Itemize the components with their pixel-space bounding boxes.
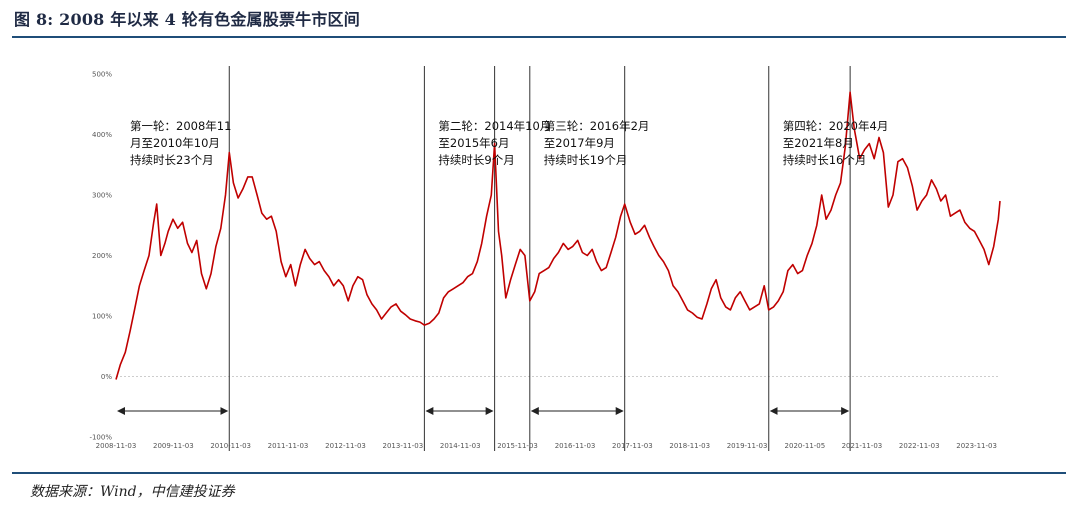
y-tick-label: 0%: [101, 373, 112, 381]
figure-title: 图 8: 2008 年以来 4 轮有色金属股票牛市区间: [14, 10, 360, 29]
annotations: 第一轮：2008年11 月至2010年10月持续时长23个月 第二轮：2014年10…: [130, 119, 888, 167]
x-tick-label: 2009-11-03: [153, 442, 194, 450]
x-tick-label: 2017-11-03: [612, 442, 653, 450]
x-tick-label: 2022-11-03: [899, 442, 940, 450]
x-tick-label: 2013-11-03: [383, 442, 424, 450]
y-tick-label: 300%: [92, 192, 112, 200]
bull-market-label: 第四轮：2020年4月至2021年8月持续时长16个月: [783, 119, 889, 167]
x-tick-label: 2019-11-03: [727, 442, 768, 450]
series-layer: [115, 91, 1001, 380]
y-tick-label: 100%: [92, 313, 112, 321]
bottom-rule: [12, 472, 1066, 474]
y-tick-label: 500%: [92, 71, 112, 79]
bull-market-label-line: 第一轮：2008年11: [130, 119, 231, 133]
bull-market-label: 第二轮：2014年10月至2015年6月持续时长9个月: [438, 119, 551, 167]
x-tick-label: 2014-11-03: [440, 442, 481, 450]
bull-market-label-line: 第二轮：2014年10月: [438, 119, 551, 133]
x-axis-ticks: 2008-11-03 2009-11-03 2010-11-03 2011-11-03…: [96, 442, 997, 450]
bull-market-label-line: 持续时长19个月: [544, 153, 628, 167]
bull-market-label-line: 至2021年8月: [783, 136, 854, 150]
y-tick-label: 400%: [92, 131, 112, 139]
x-tick-label: 2011-11-03: [268, 442, 309, 450]
bull-market-label-line: 至2017年9月: [544, 136, 615, 150]
top-rule: [12, 36, 1066, 38]
x-tick-label: 2020-11-05: [785, 442, 826, 450]
x-tick-label: 2021-11-03: [842, 442, 883, 450]
y-tick-label: -100%: [89, 434, 112, 442]
x-tick-label: 2008-11-03: [96, 442, 137, 450]
bull-market-label-line: 持续时长9个月: [438, 153, 514, 167]
y-axis-ticks: -100% 0% 100% 200% 300% 400% 500%: [89, 71, 112, 442]
x-tick-label: 2016-11-03: [555, 442, 596, 450]
bull-market-label-line: 持续时长16个月: [783, 153, 867, 167]
bull-market-boundaries: [228, 66, 851, 451]
x-tick-label: 2023-11-03: [956, 442, 997, 450]
bull-market-label-line: 月至2010年10月: [130, 136, 220, 150]
bull-market-label: 第一轮：2008年11 月至2010年10月持续时长23个月: [130, 119, 231, 167]
x-tick-label: 2018-11-03: [669, 442, 710, 450]
bull-market-label-line: 第四轮：2020年4月: [783, 119, 889, 133]
x-tick-label: 2015-11-03: [497, 442, 538, 450]
data-source: 数据来源：Wind，中信建投证券: [30, 484, 235, 500]
bull-market-label-line: 第三轮：2016年2月: [544, 119, 650, 133]
y-tick-label: 200%: [92, 252, 112, 260]
bull-market-label-line: 至2015年6月: [438, 136, 509, 150]
bull-market-label: 第三轮：2016年2月至2017年9月持续时长19个月: [544, 119, 650, 167]
bull-market-line-chart: -100%0%100%200%300%400%500% 2008-11-03 20…: [89, 66, 1001, 451]
x-tick-label: 2012-11-03: [325, 442, 366, 450]
index-line: [115, 91, 1001, 380]
x-tick-label: 2010-11-03: [210, 442, 251, 450]
bull-market-label-line: 持续时长23个月: [130, 153, 214, 167]
